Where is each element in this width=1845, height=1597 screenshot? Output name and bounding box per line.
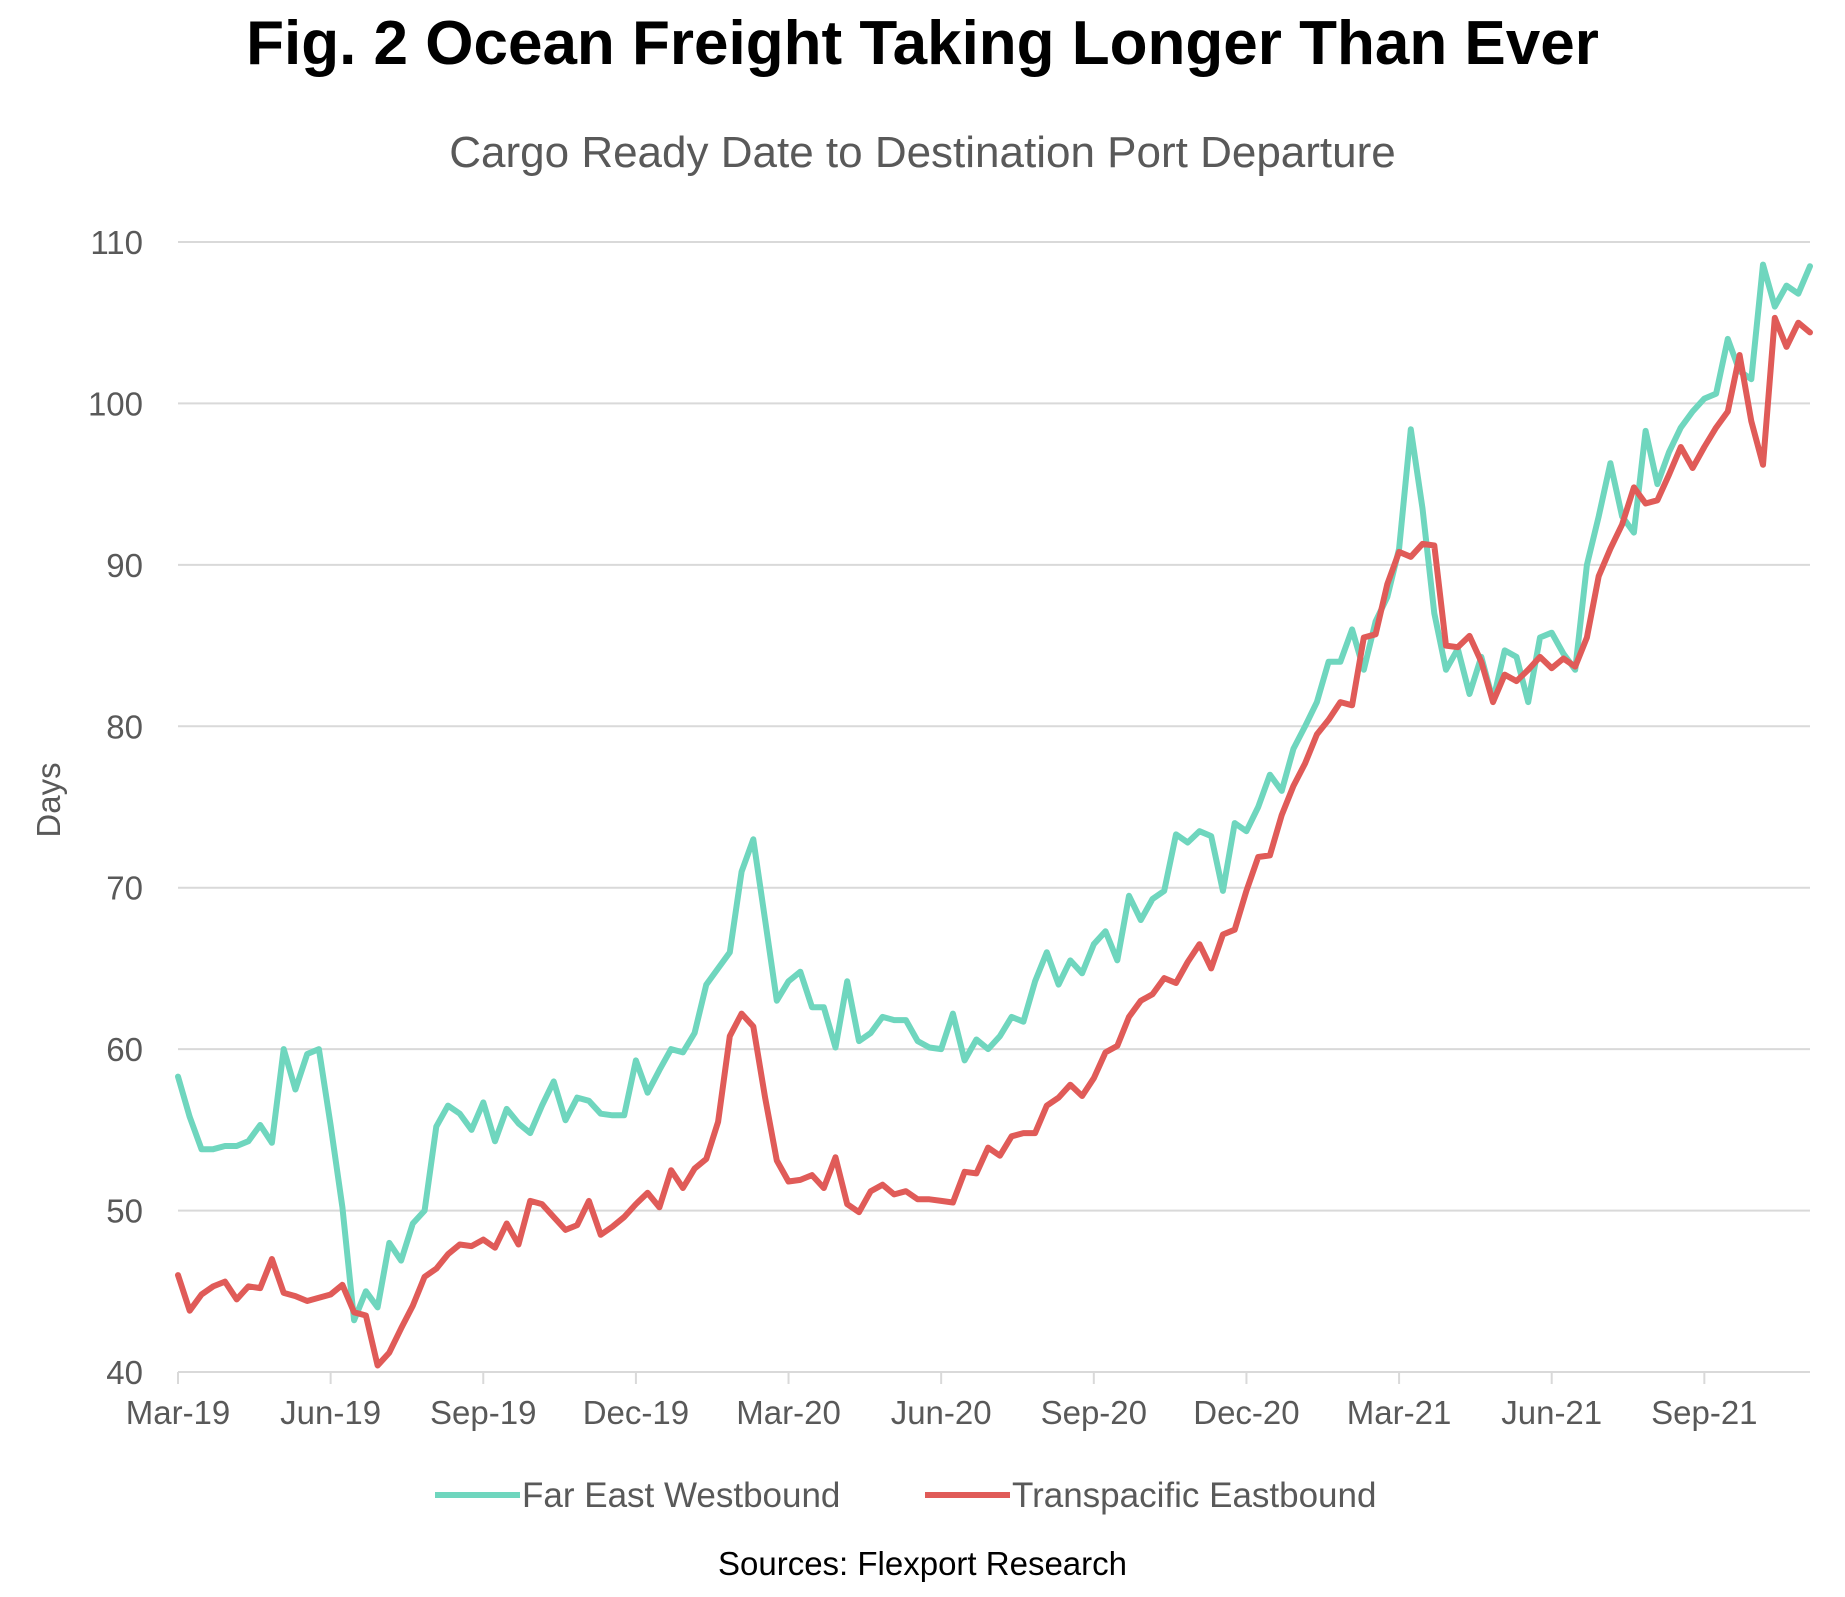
y-tick-label: 50 — [106, 1193, 143, 1230]
y-tick-label: 80 — [106, 708, 143, 745]
series-line-far-east-westbound — [175, 261, 1813, 1324]
y-tick-label: 40 — [106, 1354, 143, 1391]
chart-subtitle: Cargo Ready Date to Destination Port Dep… — [449, 128, 1396, 177]
x-tick-label: Jun-21 — [1501, 1394, 1602, 1431]
y-tick-label: 90 — [106, 547, 143, 584]
y-tick-label: 100 — [88, 385, 143, 422]
legend: Far East Westbound Transpacific Eastboun… — [435, 1476, 1376, 1515]
x-tick-label: Mar-19 — [126, 1394, 231, 1431]
y-tick-label: 60 — [106, 1031, 143, 1068]
x-tick-label: Mar-20 — [736, 1394, 841, 1431]
legend-label-transpacific-eastbound: Transpacific Eastbound — [1012, 1476, 1376, 1515]
gridlines — [178, 241, 1810, 1212]
source-note: Sources: Flexport Research — [717, 1545, 1127, 1582]
legend-label-far-east-westbound: Far East Westbound — [522, 1476, 840, 1515]
series-lines — [175, 261, 1813, 1369]
x-tick-label: Jun-20 — [891, 1394, 992, 1431]
x-tick-label: Sep-19 — [430, 1394, 536, 1431]
x-axis: Mar-19 Jun-19 Sep-19 Dec-19 Mar-20 Jun-20 Sep-… — [126, 1371, 1810, 1431]
x-tick-label: Mar-21 — [1347, 1394, 1452, 1431]
y-axis-title: Days — [30, 762, 67, 837]
y-axis-ticks: 40 50 60 70 80 90 100 110 — [88, 224, 143, 1391]
y-tick-label: 70 — [106, 870, 143, 907]
x-tick-label: Dec-19 — [583, 1394, 689, 1431]
series-line-transpacific-eastbound — [175, 314, 1813, 1369]
y-tick-label: 110 — [90, 224, 143, 261]
x-tick-label: Sep-20 — [1041, 1394, 1147, 1431]
x-tick-label: Dec-20 — [1193, 1394, 1299, 1431]
x-tick-label: Jun-19 — [280, 1394, 381, 1431]
chart-title: Fig. 2 Ocean Freight Taking Longer Than … — [246, 9, 1599, 78]
x-tick-label: Sep-21 — [1651, 1394, 1757, 1431]
